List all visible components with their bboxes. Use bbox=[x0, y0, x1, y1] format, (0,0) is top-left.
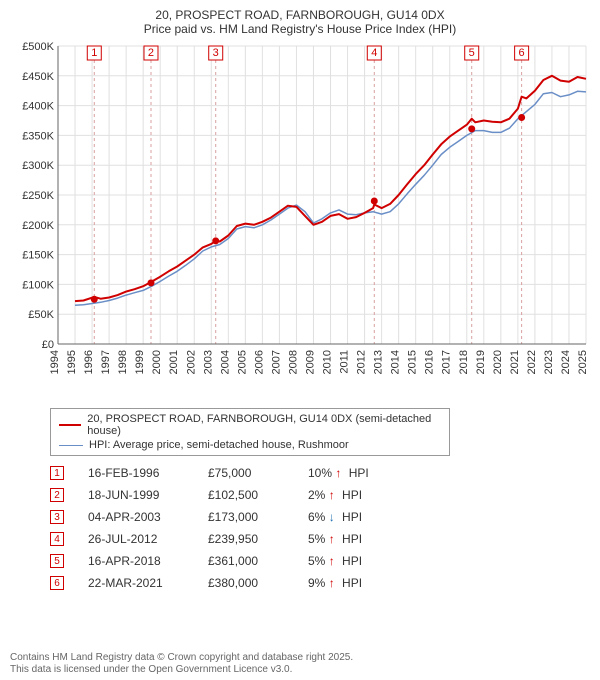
svg-text:2011: 2011 bbox=[339, 350, 351, 374]
transaction-diff: 5% ↑ HPI bbox=[308, 532, 428, 546]
svg-text:2: 2 bbox=[148, 47, 154, 59]
legend-label: HPI: Average price, semi-detached house,… bbox=[89, 439, 349, 451]
chart-area: £0 £50K £100K £150K £200K £250K £300K £350K £400… bbox=[10, 42, 590, 402]
title-block: 20, PROSPECT ROAD, FARNBOROUGH, GU14 0DX… bbox=[10, 8, 590, 36]
legend-swatch bbox=[59, 424, 81, 426]
svg-text:£250K: £250K bbox=[22, 190, 54, 202]
legend-item: HPI: Average price, semi-detached house,… bbox=[59, 439, 441, 451]
svg-text:2024: 2024 bbox=[560, 350, 572, 374]
transaction-marker: 2 bbox=[50, 488, 64, 502]
footer-line: Contains HM Land Registry data © Crown c… bbox=[10, 652, 353, 664]
svg-text:2022: 2022 bbox=[526, 350, 538, 374]
transaction-marker: 5 bbox=[50, 554, 64, 568]
svg-text:2017: 2017 bbox=[441, 350, 453, 374]
svg-text:5: 5 bbox=[469, 47, 475, 59]
svg-text:2012: 2012 bbox=[356, 350, 368, 374]
legend: 20, PROSPECT ROAD, FARNBOROUGH, GU14 0DX… bbox=[50, 408, 450, 456]
svg-text:1: 1 bbox=[91, 47, 97, 59]
svg-text:1997: 1997 bbox=[100, 350, 112, 374]
svg-text:2021: 2021 bbox=[509, 350, 521, 374]
table-row: 4 26-JUL-2012£239,9505% ↑ HPI bbox=[50, 528, 590, 550]
svg-text:4: 4 bbox=[371, 47, 377, 59]
transaction-price: £75,000 bbox=[208, 466, 308, 480]
table-row: 1 16-FEB-1996£75,00010% ↑ HPI bbox=[50, 462, 590, 484]
table-row: 2 18-JUN-1999£102,5002% ↑ HPI bbox=[50, 484, 590, 506]
transaction-diff: 10% ↑ HPI bbox=[308, 466, 428, 480]
legend-item: 20, PROSPECT ROAD, FARNBOROUGH, GU14 0DX… bbox=[59, 413, 441, 437]
svg-text:2015: 2015 bbox=[407, 350, 419, 374]
svg-text:1998: 1998 bbox=[117, 350, 129, 374]
svg-text:2020: 2020 bbox=[492, 350, 504, 374]
svg-text:£500K: £500K bbox=[22, 42, 54, 53]
table-row: 6 22-MAR-2021£380,0009% ↑ HPI bbox=[50, 572, 590, 594]
svg-text:£150K: £150K bbox=[22, 250, 54, 262]
svg-text:2014: 2014 bbox=[390, 350, 402, 374]
svg-text:2025: 2025 bbox=[577, 350, 589, 374]
svg-text:2019: 2019 bbox=[475, 350, 487, 374]
line-chart-svg: £0 £50K £100K £150K £200K £250K £300K £350K £400… bbox=[10, 42, 590, 402]
svg-text:£100K: £100K bbox=[22, 279, 54, 291]
transaction-price: £173,000 bbox=[208, 510, 308, 524]
legend-label: 20, PROSPECT ROAD, FARNBOROUGH, GU14 0DX… bbox=[87, 413, 441, 437]
chart-container: 20, PROSPECT ROAD, FARNBOROUGH, GU14 0DX… bbox=[0, 0, 600, 680]
svg-text:2016: 2016 bbox=[424, 350, 436, 374]
table-row: 3 04-APR-2003£173,0006% ↓ HPI bbox=[50, 506, 590, 528]
transaction-price: £102,500 bbox=[208, 488, 308, 502]
svg-text:2001: 2001 bbox=[168, 350, 180, 374]
transaction-diff: 5% ↑ HPI bbox=[308, 554, 428, 568]
svg-text:1994: 1994 bbox=[49, 350, 61, 374]
transaction-date: 16-APR-2018 bbox=[88, 554, 208, 568]
svg-text:6: 6 bbox=[519, 47, 525, 59]
legend-swatch bbox=[59, 445, 83, 446]
svg-text:1999: 1999 bbox=[134, 350, 146, 374]
svg-text:1996: 1996 bbox=[83, 350, 95, 374]
footer-attribution: Contains HM Land Registry data © Crown c… bbox=[10, 652, 353, 676]
transaction-diff: 9% ↑ HPI bbox=[308, 576, 428, 590]
transaction-price: £239,950 bbox=[208, 532, 308, 546]
svg-text:2004: 2004 bbox=[219, 350, 231, 374]
svg-text:£400K: £400K bbox=[22, 101, 54, 113]
svg-text:3: 3 bbox=[213, 47, 219, 59]
table-row: 5 16-APR-2018£361,0005% ↑ HPI bbox=[50, 550, 590, 572]
transaction-date: 26-JUL-2012 bbox=[88, 532, 208, 546]
svg-text:2009: 2009 bbox=[304, 350, 316, 374]
svg-text:£50K: £50K bbox=[28, 309, 54, 321]
transaction-marker: 6 bbox=[50, 576, 64, 590]
transaction-date: 16-FEB-1996 bbox=[88, 466, 208, 480]
svg-text:2000: 2000 bbox=[151, 350, 163, 374]
svg-text:2018: 2018 bbox=[458, 350, 470, 374]
transaction-date: 22-MAR-2021 bbox=[88, 576, 208, 590]
svg-text:2006: 2006 bbox=[253, 350, 265, 374]
chart-subtitle: Price paid vs. HM Land Registry's House … bbox=[10, 22, 590, 36]
transaction-diff: 2% ↑ HPI bbox=[308, 488, 428, 502]
transactions-table: 1 16-FEB-1996£75,00010% ↑ HPI 2 18-JUN-1999… bbox=[50, 462, 590, 594]
svg-text:2010: 2010 bbox=[322, 350, 334, 374]
transaction-price: £361,000 bbox=[208, 554, 308, 568]
svg-text:£300K: £300K bbox=[22, 160, 54, 172]
transaction-marker: 1 bbox=[50, 466, 64, 480]
transaction-date: 04-APR-2003 bbox=[88, 510, 208, 524]
svg-text:2003: 2003 bbox=[202, 350, 214, 374]
svg-text:2023: 2023 bbox=[543, 350, 555, 374]
svg-text:£350K: £350K bbox=[22, 130, 54, 142]
svg-text:£200K: £200K bbox=[22, 220, 54, 232]
chart-title: 20, PROSPECT ROAD, FARNBOROUGH, GU14 0DX bbox=[10, 8, 590, 22]
transaction-date: 18-JUN-1999 bbox=[88, 488, 208, 502]
svg-text:£0: £0 bbox=[42, 339, 54, 351]
transaction-diff: 6% ↓ HPI bbox=[308, 510, 428, 524]
svg-text:2008: 2008 bbox=[287, 350, 299, 374]
svg-text:£450K: £450K bbox=[22, 71, 54, 83]
svg-text:2005: 2005 bbox=[236, 350, 248, 374]
svg-text:1995: 1995 bbox=[66, 350, 78, 374]
transaction-marker: 3 bbox=[50, 510, 64, 524]
svg-text:2013: 2013 bbox=[373, 350, 385, 374]
svg-text:2002: 2002 bbox=[185, 350, 197, 374]
transaction-price: £380,000 bbox=[208, 576, 308, 590]
svg-text:2007: 2007 bbox=[270, 350, 282, 374]
transaction-marker: 4 bbox=[50, 532, 64, 546]
footer-line: This data is licensed under the Open Gov… bbox=[10, 664, 353, 676]
